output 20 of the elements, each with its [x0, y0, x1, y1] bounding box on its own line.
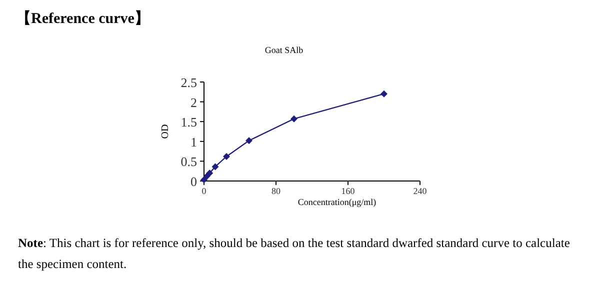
- x-tick-label: 240: [413, 186, 428, 196]
- x-axis-title: Concentration(μg/ml): [298, 197, 376, 207]
- text: Note: This chart is for reference only, should be based on the test standard dwarfed standard curve to calculate the specimen content.: [18, 235, 571, 273]
- x-tick-label: 80: [272, 186, 281, 196]
- x-tick-label: 0: [202, 186, 207, 196]
- text: 【Reference curve】: [16, 9, 150, 28]
- point: [206, 170, 214, 177]
- y-tick-label: 0.5: [180, 154, 197, 170]
- y-tick-label: 1.5: [180, 114, 197, 130]
- y-axis-title: OD: [160, 124, 171, 139]
- point: [246, 137, 252, 144]
- y-tick-label: 2.5: [180, 75, 197, 90]
- y-tick-label: 2: [190, 94, 197, 110]
- point: [212, 163, 219, 170]
- x-tick-label: 160: [341, 186, 356, 196]
- point: [223, 152, 230, 160]
- point: [380, 90, 388, 98]
- point: [290, 115, 298, 122]
- y-tick-label: 1: [190, 134, 197, 150]
- chart-subtitle: Goat SAlb: [264, 45, 304, 55]
